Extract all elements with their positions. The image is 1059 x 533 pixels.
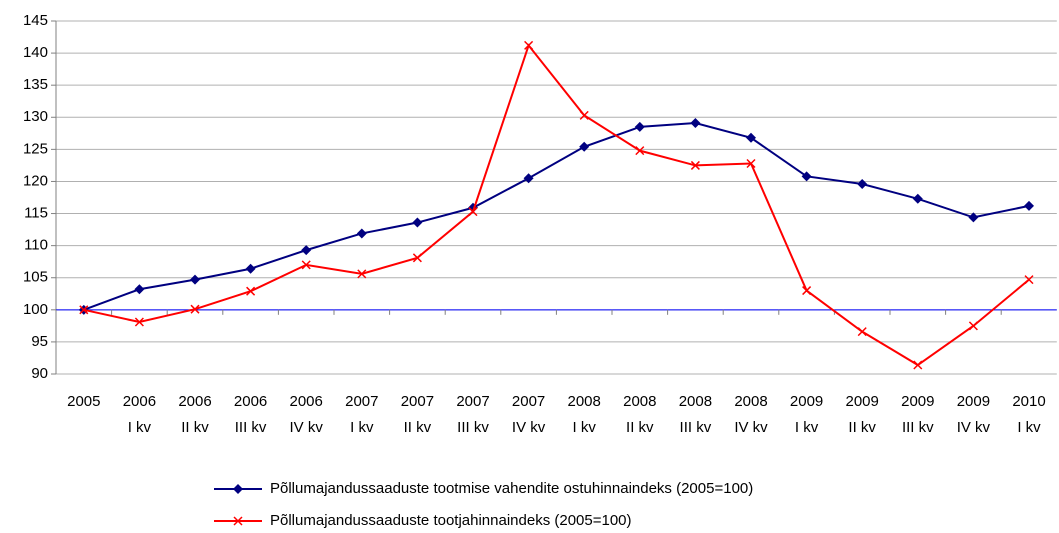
data-point	[412, 253, 422, 263]
data-point	[635, 146, 645, 156]
data-point	[912, 193, 923, 204]
x-tick-label: 2006 II kv	[178, 393, 212, 436]
y-tick-label: 110	[24, 237, 48, 254]
data-point	[190, 304, 200, 314]
y-tick-label: 145	[23, 12, 48, 29]
legend-marker	[233, 516, 243, 526]
data-point	[802, 286, 812, 296]
data-point	[301, 260, 311, 270]
x-tick-label: 2007 IV kv	[511, 393, 546, 436]
x-tick-label: 2008 I kv	[567, 393, 601, 436]
data-point	[746, 158, 756, 169]
x-tick-label: 2007 I kv	[345, 393, 379, 436]
data-point	[746, 132, 756, 143]
data-point	[134, 317, 144, 327]
x-tick-label: 2006 I kv	[122, 393, 157, 436]
y-tick-label: 115	[24, 205, 48, 222]
data-point	[1024, 200, 1034, 211]
series-line	[83, 43, 1030, 367]
data-point	[913, 360, 923, 370]
y-tick-label: 105	[23, 269, 48, 286]
x-tick-label: 2007 II kv	[400, 393, 435, 436]
x-tick-label: 2009 III kv	[901, 393, 935, 436]
y-tick-label: 90	[31, 365, 48, 382]
x-tick-label: 2007 III kv	[456, 393, 490, 436]
x-tick-label: 2009 II kv	[845, 393, 879, 436]
data-point	[857, 327, 867, 337]
data-point	[968, 212, 979, 223]
data-point	[190, 274, 200, 285]
data-point	[968, 321, 978, 331]
data-point	[579, 141, 590, 152]
data-point	[579, 110, 589, 120]
x-tick-label: 2010 I kv	[1012, 393, 1046, 436]
x-tick-label: 2008 IV kv	[734, 393, 768, 436]
data-point	[134, 284, 145, 295]
data-point	[690, 118, 701, 129]
data-point	[79, 305, 89, 315]
x-tick-label: 2008 III kv	[678, 393, 713, 436]
legend-label: Põllumajandussaaduste tootmise vahendite…	[270, 480, 753, 497]
data-point	[412, 217, 423, 228]
data-point	[801, 171, 812, 182]
data-point	[857, 179, 868, 190]
data-point	[356, 228, 367, 239]
legend-label: Põllumajandussaaduste tootjahinnaindeks …	[270, 512, 632, 529]
y-tick-label: 140	[23, 44, 48, 61]
x-tick-label: 2009 I kv	[789, 393, 824, 436]
y-tick-label: 95	[31, 333, 48, 350]
y-tick-label: 135	[23, 76, 48, 93]
series-line	[83, 122, 1030, 311]
x-tick-label: 2006 IV kv	[289, 393, 323, 436]
data-point	[245, 263, 256, 274]
x-tick-label: 2009 IV kv	[956, 393, 991, 436]
x-tick-label: 2006 III kv	[233, 393, 268, 436]
y-tick-label: 130	[23, 108, 48, 125]
y-tick-label: 125	[23, 140, 48, 157]
data-point	[357, 269, 367, 279]
y-tick-label: 100	[23, 301, 48, 318]
y-tick-label: 120	[23, 172, 48, 189]
data-point	[524, 40, 534, 50]
data-point	[634, 121, 645, 132]
data-point	[468, 207, 478, 217]
x-tick-label: 2008 II kv	[623, 393, 657, 436]
data-point	[246, 286, 256, 296]
data-point	[301, 245, 312, 256]
legend-marker	[233, 484, 243, 494]
data-point	[1024, 275, 1034, 285]
x-tick-label: 2005	[67, 393, 101, 410]
data-point	[690, 160, 700, 170]
data-point	[523, 173, 534, 184]
